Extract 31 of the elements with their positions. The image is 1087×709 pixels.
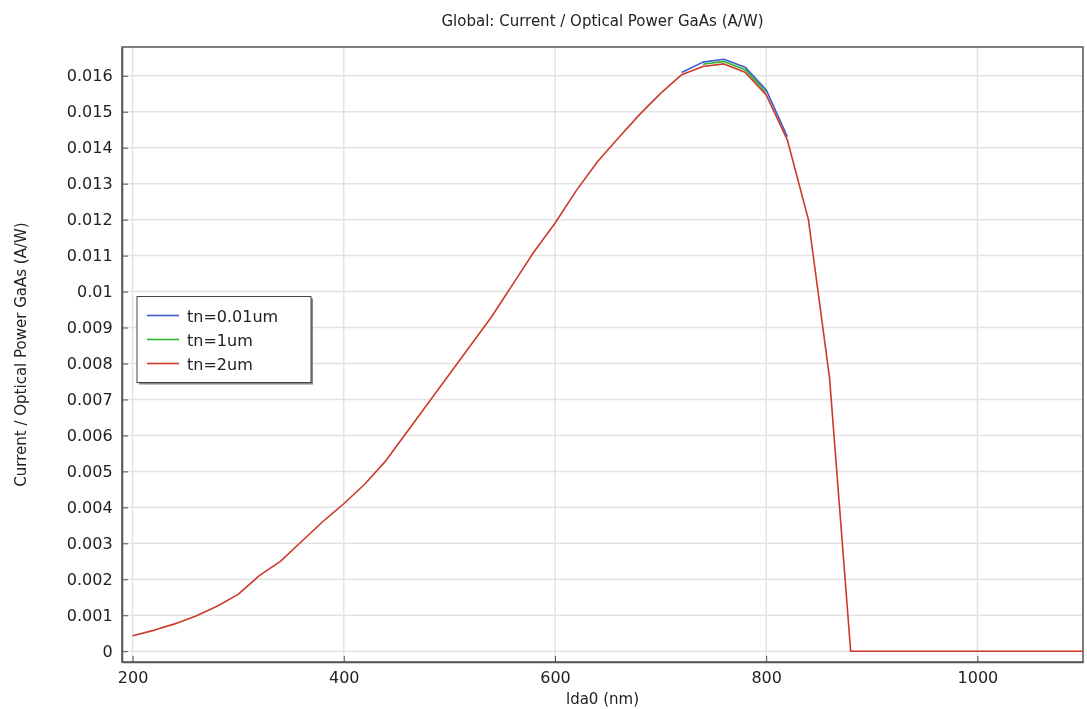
- y-axis-title: Current / Optical Power GaAs (A/W): [12, 222, 30, 487]
- x-tick-label: 800: [751, 667, 782, 687]
- y-tick-label: 0.003: [66, 533, 113, 553]
- y-tick-label: 0.011: [66, 246, 113, 266]
- legend-label: tn=2um: [187, 354, 253, 374]
- x-tick-label: 600: [540, 667, 571, 687]
- x-axis-title: lda0 (nm): [565, 690, 640, 708]
- line-series: [131, 63, 1084, 653]
- x-tick-label: 400: [329, 667, 360, 687]
- chart-title: Global: Current / Optical Power GaAs (A/W): [441, 12, 764, 30]
- y-tick-label: 0.004: [66, 497, 113, 517]
- y-tick-label: 0.008: [66, 354, 113, 374]
- y-tick-label: 0.009: [66, 318, 113, 338]
- y-tick-label: 0.013: [66, 174, 113, 194]
- y-tick-label: 0.007: [66, 390, 113, 410]
- x-tick-label: 200: [117, 667, 149, 687]
- y-tick-label: 0.016: [66, 66, 113, 86]
- legend-label: tn=0.01um: [187, 306, 279, 326]
- y-tick-label: 0.01: [76, 282, 113, 302]
- legend-label: tn=1um: [187, 330, 253, 350]
- line-series: [702, 60, 767, 94]
- y-tick-label: 0.006: [66, 426, 113, 446]
- x-tick-label: 1000: [957, 667, 999, 687]
- y-tick-label: 0.012: [66, 210, 113, 230]
- y-tick-label: 0.015: [66, 102, 113, 122]
- y-tick-label: 0: [102, 641, 113, 661]
- y-tick-label: 0.001: [66, 605, 113, 625]
- y-tick-label: 0.014: [66, 138, 113, 158]
- y-tick-label: 0.002: [66, 569, 113, 589]
- y-tick-label: 0.005: [66, 462, 113, 482]
- line-series: [680, 58, 789, 138]
